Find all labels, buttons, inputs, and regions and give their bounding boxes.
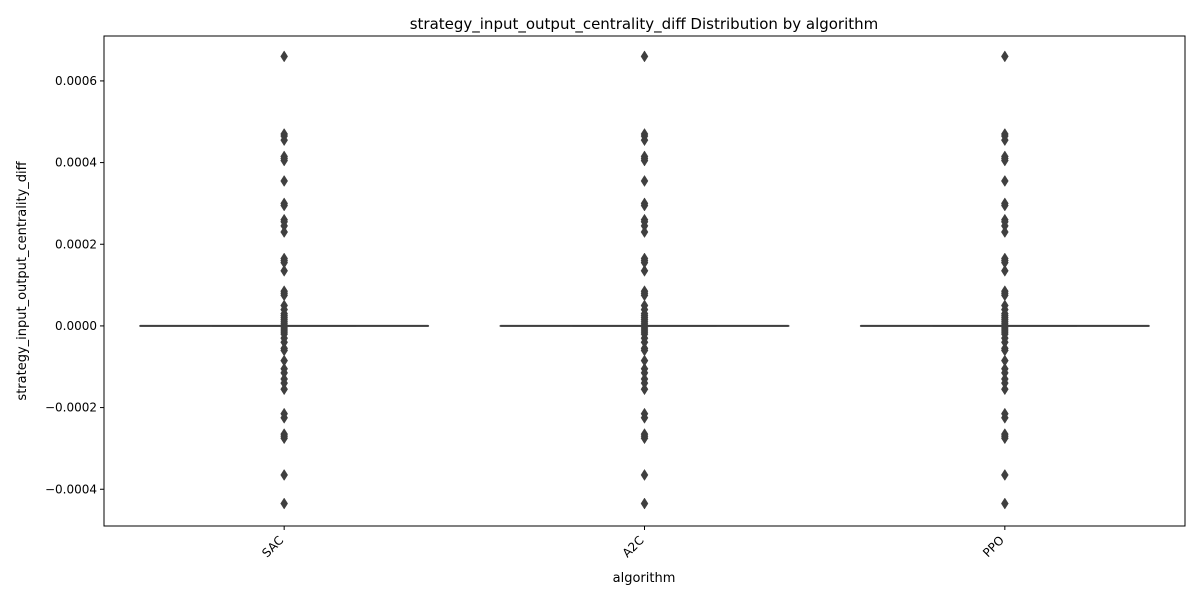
outlier-point — [641, 498, 648, 509]
x-tick-label: PPO — [980, 533, 1007, 560]
x-axis-label: algorithm — [613, 571, 676, 586]
outlier-point — [641, 265, 648, 276]
outlier-point — [281, 51, 288, 62]
box-group-ppo — [861, 51, 1149, 509]
y-tick-label: 0.0002 — [55, 237, 97, 251]
outlier-point — [1001, 265, 1008, 276]
plot-frame — [104, 36, 1185, 526]
y-tick-label: 0.0004 — [55, 156, 97, 170]
outlier-point — [641, 227, 648, 238]
y-tick-label: −0.0002 — [45, 401, 97, 415]
box-group-sac — [140, 51, 428, 509]
outlier-point — [641, 469, 648, 480]
y-tick-label: 0.0006 — [55, 74, 97, 88]
x-tick-label: SAC — [259, 533, 286, 560]
y-tick-label: 0.0000 — [55, 319, 97, 333]
outlier-point — [1001, 227, 1008, 238]
chart-title: strategy_input_output_centrality_diff Di… — [410, 15, 879, 34]
box-group-a2c — [500, 51, 788, 509]
outlier-point — [641, 51, 648, 62]
outlier-point — [1001, 498, 1008, 509]
x-tick-label: A2C — [620, 533, 647, 560]
y-tick-label: −0.0004 — [45, 482, 97, 496]
outlier-point — [281, 175, 288, 186]
outlier-point — [281, 469, 288, 480]
outlier-point — [1001, 51, 1008, 62]
outlier-point — [281, 265, 288, 276]
outlier-point — [1001, 469, 1008, 480]
outlier-point — [641, 175, 648, 186]
x-axis: SAC A2C PPO — [259, 526, 1007, 560]
outlier-point — [281, 498, 288, 509]
plot-area — [140, 51, 1149, 509]
outlier-point — [281, 227, 288, 238]
y-axis: −0.0004 −0.0002 0.0000 0.0002 0.0004 0.0006 — [45, 74, 104, 496]
outlier-point — [641, 384, 648, 395]
y-axis-label: strategy_input_output_centrality_diff — [15, 160, 30, 400]
outlier-point — [1001, 175, 1008, 186]
outlier-point — [281, 384, 288, 395]
outlier-point — [1001, 384, 1008, 395]
